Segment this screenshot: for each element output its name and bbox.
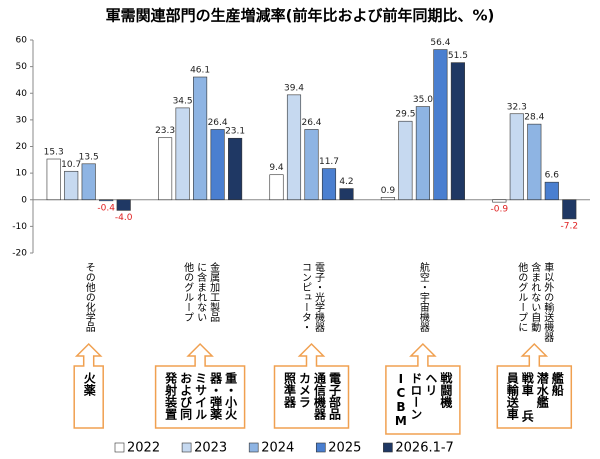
y-tick-label: 0 [21,195,27,205]
annotation: 重・小火 器・弾薬 ミサイル および同 発射装置 [163,372,238,420]
y-tick-label: 10 [16,169,28,179]
legend-label: 2022 [127,441,160,456]
value-label: 28.4 [524,113,544,123]
bar [210,129,225,201]
category-label: 他のグループ に含まれない 金属加工製品 [181,262,219,322]
category-label: 航空・宇宙機器 [417,262,429,332]
value-label: 32.3 [507,102,527,112]
bar [509,113,524,201]
bar [81,163,96,201]
value-label: -4.0 [115,213,133,223]
legend-label: 2023 [194,441,227,456]
bar [193,76,208,201]
y-tick-label: -10 [12,222,27,232]
value-label: 56.4 [430,38,450,48]
legend-swatch [248,442,259,453]
chart-title: 軍需関連部門の生産増減率(前年比および前年同期比、%) [106,7,495,25]
value-label: 39.4 [284,83,304,93]
value-label: 10.7 [61,160,81,170]
value-label: 35.0 [413,95,433,105]
legend-swatch [315,442,326,453]
bar [450,62,465,201]
value-label: 13.5 [79,152,99,162]
bar [116,199,131,211]
value-label: 46.1 [190,66,210,76]
bar [544,181,559,201]
value-label: 4.2 [339,177,353,187]
bar [398,120,413,201]
value-label: 23.3 [155,126,175,136]
bar [492,199,507,203]
legend-label: 2024 [261,441,294,456]
value-label: 23.1 [225,127,245,137]
value-label: 29.5 [395,110,415,120]
value-label: 6.6 [545,171,560,181]
bar [321,168,337,201]
bar [158,137,173,201]
value-label: 34.5 [173,96,193,106]
value-label: -7.2 [561,221,579,231]
bar [46,158,61,201]
bar [269,174,284,201]
legend-label: 2025 [328,441,361,456]
callout-box [73,342,104,429]
y-tick-label: 50 [16,62,28,72]
annotation: 火薬 [82,372,97,396]
y-tick-label: 20 [16,142,28,152]
y-tick-label: 40 [16,89,28,99]
annotation: 戦闘機 ヘリ ドローン ICBM [393,372,453,428]
value-label: 11.7 [319,157,339,167]
value-label: 9.4 [269,163,284,173]
value-label: 26.4 [208,118,228,128]
bar [380,197,395,201]
category-label: コンピュータ・ 電子・光学機器 [299,262,324,332]
callout-box [385,342,461,435]
value-label: 51.5 [448,51,468,61]
bar [339,188,354,201]
bar [304,129,319,201]
bar [527,123,542,201]
value-label: 0.9 [381,186,396,196]
bar [286,94,302,201]
value-label: -0.4 [97,203,115,213]
annotation: 電子部品 通信機器 カメラ 照準器 [282,372,342,420]
bar [433,49,448,201]
callout-box [154,342,246,429]
bar [415,106,430,201]
bar [175,107,190,201]
legend-swatch [383,442,393,453]
value-label: -0.9 [491,205,509,215]
legend-label: 2026.1-7 [395,441,453,456]
legend-swatch [114,442,125,453]
legend-swatch [181,442,192,453]
y-tick-label: 60 [16,36,28,46]
bar [228,137,243,201]
bar [562,199,577,220]
annotation: 艦船 潜水艦 戦車 兵 員輸送車 [505,372,565,422]
y-tick-label: -20 [12,249,27,259]
bar [99,199,114,202]
bar [64,170,79,201]
callout-box [496,342,573,429]
category-label: その他の化学品 [83,262,95,332]
category-label: 他のグループに 含まれない自動 車以外の輸送機器 [515,262,553,342]
callout-box [273,342,350,429]
value-label: 15.3 [44,148,64,158]
value-label: 26.4 [301,118,321,128]
y-tick-label: 30 [16,115,28,125]
